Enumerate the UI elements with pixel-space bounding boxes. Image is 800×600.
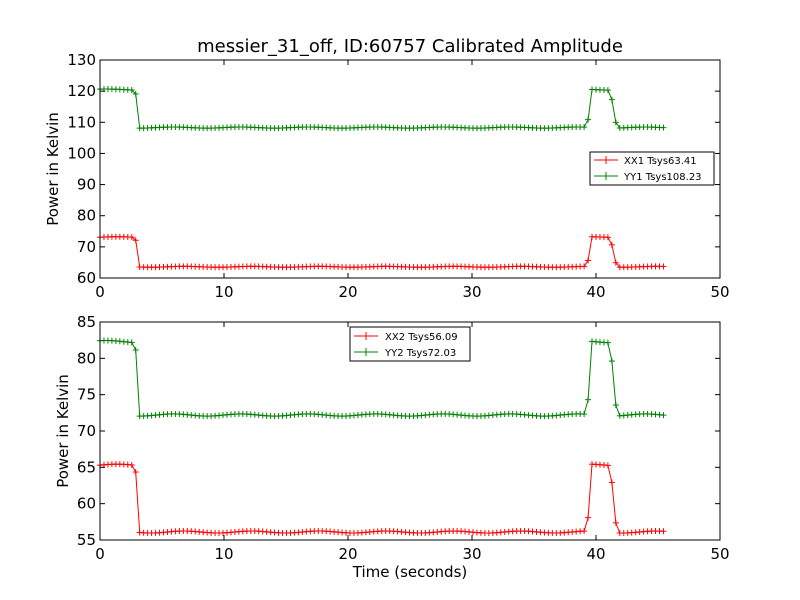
bottom-y-tick-label: 65 <box>77 458 96 476</box>
bottom-legend-box <box>349 326 471 362</box>
top-legend-box <box>589 151 715 186</box>
bottom-legend-label-xx2: XX2 Tsys56.09 <box>385 332 458 343</box>
top-y-axis-label: Power in Kelvin <box>44 112 62 226</box>
top-y-tick-label: 70 <box>77 238 96 256</box>
bottom-y-tick-label: 80 <box>77 349 96 367</box>
bottom-x-tick-label: 0 <box>95 545 105 563</box>
bottom-x-tick-label: 20 <box>338 545 357 563</box>
top-plot: 0 10 20 30 40 50 60 70 80 90 100 110 120 130 Power in… <box>44 51 730 301</box>
bottom-plot: 0 10 20 30 40 50 55 60 65 70 75 80 85 Power in Kelvi… <box>54 313 730 581</box>
bottom-legend: XX2 Tsys56.09 YY2 Tsys72.03 <box>349 326 471 362</box>
top-series-line-1 <box>99 88 664 129</box>
top-legend: XX1 Tsys63.41 YY1 Tsys108.23 <box>589 151 715 186</box>
bottom-y-tick-label: 60 <box>77 495 96 513</box>
bottom-y-axis-label: Power in Kelvin <box>54 374 72 488</box>
top-x-tick-label: 50 <box>710 283 729 301</box>
bottom-y-tick-label: 55 <box>77 531 96 549</box>
top-x-tick-label: 30 <box>462 283 481 301</box>
top-x-tick-label: 0 <box>95 283 105 301</box>
bottom-y-tick-label: 70 <box>77 422 96 440</box>
bottom-x-tick-label: 30 <box>462 545 481 563</box>
bottom-y-tick-label: 75 <box>77 386 96 404</box>
top-y-tick-label: 80 <box>77 207 96 225</box>
top-legend-label-xx1: XX1 Tsys63.41 <box>624 156 697 167</box>
bottom-plot-ticks: 0 10 20 30 40 50 55 60 65 70 75 80 85 <box>77 313 730 563</box>
chart-title: messier_31_off, ID:60757 Calibrated Ampl… <box>197 36 623 57</box>
bottom-y-tick-label: 85 <box>77 313 96 331</box>
bottom-plot-series <box>97 337 667 537</box>
top-y-tick-label: 60 <box>77 269 96 287</box>
top-x-tick-label: 10 <box>214 283 233 301</box>
top-x-tick-label: 40 <box>586 283 605 301</box>
top-legend-label-yy1: YY1 Tsys108.23 <box>623 172 702 183</box>
top-series-line-0 <box>99 236 664 268</box>
top-y-tick-label: 100 <box>67 144 96 162</box>
bottom-x-tick-label: 50 <box>710 545 729 563</box>
top-plot-ticks: 0 10 20 30 40 50 60 70 80 90 100 110 120 130 <box>67 51 729 301</box>
bottom-legend-label-yy2: YY2 Tsys72.03 <box>384 348 456 359</box>
top-x-tick-label: 20 <box>338 283 357 301</box>
bottom-x-tick-label: 10 <box>214 545 233 563</box>
top-y-tick-label: 130 <box>67 51 96 69</box>
bottom-series-line-0 <box>99 463 664 534</box>
top-plot-frame <box>99 59 721 279</box>
top-y-tick-label: 120 <box>67 82 96 100</box>
top-y-tick-label: 90 <box>77 176 96 194</box>
bottom-x-axis-label: Time (seconds) <box>352 563 468 581</box>
bottom-x-tick-label: 40 <box>586 545 605 563</box>
top-plot-series <box>97 86 667 271</box>
top-y-tick-label: 110 <box>67 113 96 131</box>
